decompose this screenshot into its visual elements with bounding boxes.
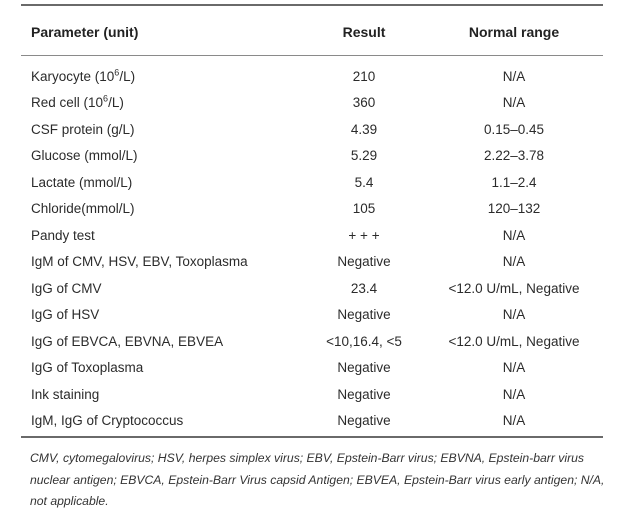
result-cell: Negative [337,360,391,376]
normal-range-cell: 0.15–0.45 [483,121,545,137]
normal-range-cell: 2.22–3.78 [483,148,545,164]
normal-range-cell: N/A [502,68,526,84]
normal-range-cell: N/A [502,227,526,243]
parameter-cell: IgG of Toxoplasma [31,360,144,376]
parameter-cell: Lactate (mmol/L) [31,174,133,190]
header-normal-range: Normal range [468,23,560,40]
parameter-cell: CSF protein (g/L) [31,121,135,137]
parameter-cell: IgM, IgG of Cryptococcus [31,413,184,429]
table-row: CSF protein (g/L) 4.39 0.15–0.45 [21,116,603,143]
table-row: IgG of EBVCA, EBVNA, EBVEA <10,16.4, <5 … [21,328,603,355]
table-row: Glucose (mmol/L) 5.29 2.22–3.78 [21,143,603,170]
table-row: Ink staining Negative N/A [21,381,603,408]
result-cell: 5.29 [350,148,378,164]
normal-range-cell: N/A [502,413,526,429]
parameter-cell: IgG of CMV [31,280,102,296]
table-footnote: CMV, cytomegalovirus; HSV, herpes simple… [30,451,605,508]
table-header: Parameter (unit) Result Normal range [21,8,603,55]
table-row: Lactate (mmol/L) 5.4 1.1–2.4 [21,169,603,196]
result-cell: + + + [348,227,380,243]
parameter-cell: Chloride(mmol/L) [31,201,135,217]
table-row: Red cell (106/L) 360 N/A [21,90,603,117]
normal-range-cell: N/A [502,360,526,376]
parameter-cell: IgG of HSV [31,307,100,323]
parameter-cell: Glucose (mmol/L) [31,148,138,164]
normal-range-cell: <12.0 U/mL, Negative [448,280,580,296]
parameter-unit-suffix: /L) [119,68,136,84]
table-bottom-rule [21,436,603,438]
parameter-cell: Red cell (106/L) [21,90,307,117]
table-top-rule [21,4,603,6]
result-cell: 5.4 [354,174,374,190]
result-cell: 23.4 [350,280,378,296]
table-row: IgG of Toxoplasma Negative N/A [21,355,603,382]
header-row: Parameter (unit) Result Normal range [21,8,603,55]
parameter-text: Red cell (10 [31,95,104,111]
header-result: Result [342,23,386,40]
parameter-cell: Pandy test [31,227,95,243]
normal-range-cell: N/A [502,307,526,323]
result-cell: Negative [337,254,391,270]
normal-range-cell: N/A [502,254,526,270]
normal-range-cell: N/A [502,386,526,402]
header-parameter: Parameter (unit) [31,23,139,40]
table-row: IgM, IgG of Cryptococcus Negative N/A [21,408,603,435]
result-cell: Negative [337,413,391,429]
table-row: Chloride(mmol/L) 105 120–132 [21,196,603,223]
result-cell: 105 [352,201,376,217]
result-cell: 210 [352,68,376,84]
csf-results-table: Parameter (unit) Result Normal range Kar… [21,8,603,434]
result-cell: <10,16.4, <5 [326,333,402,349]
table-row: IgG of HSV Negative N/A [21,302,603,329]
header-divider-rule [21,55,603,56]
parameter-unit-suffix: /L) [108,95,124,111]
parameter-text: Karyocyte (10 [31,68,115,84]
result-cell: 4.39 [350,121,378,137]
result-cell: Negative [337,307,391,323]
normal-range-cell: 120–132 [487,201,541,217]
parameter-cell: IgM of CMV, HSV, EBV, Toxoplasma [31,254,248,270]
superscript-exponent: 6 [114,67,120,78]
table-row: Karyocyte (106/L) 210 N/A [21,55,603,90]
parameter-cell: Ink staining [31,386,100,402]
normal-range-cell: <12.0 U/mL, Negative [448,333,580,349]
result-cell: 360 [352,95,376,111]
normal-range-cell: N/A [502,95,526,111]
table-row: IgM of CMV, HSV, EBV, Toxoplasma Negativ… [21,249,603,276]
result-cell: Negative [337,386,391,402]
superscript-exponent: 6 [103,93,109,104]
table-body: Karyocyte (106/L) 210 N/A Red cell (106/… [21,55,603,434]
parameter-cell: Karyocyte (106/L) [21,55,307,90]
parameter-cell: IgG of EBVCA, EBVNA, EBVEA [31,333,224,349]
normal-range-cell: 1.1–2.4 [491,174,537,190]
table-row: Pandy test + + + N/A [21,222,603,249]
table-row: IgG of CMV 23.4 <12.0 U/mL, Negative [21,275,603,302]
